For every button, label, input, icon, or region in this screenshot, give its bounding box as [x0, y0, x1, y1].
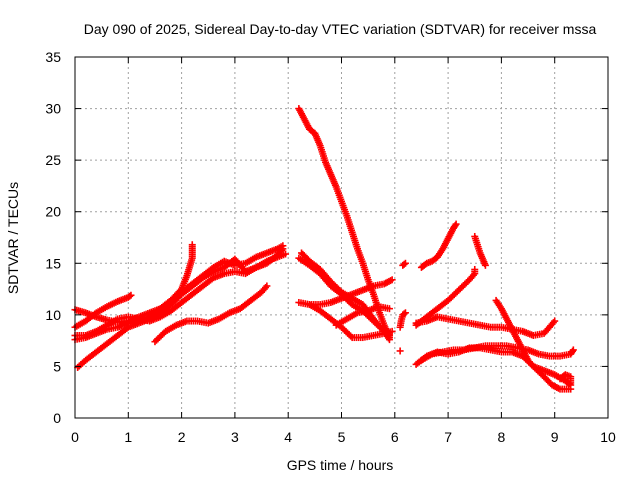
data-point	[551, 317, 559, 325]
x-tick-label: 7	[444, 429, 452, 445]
x-tick-label: 6	[391, 429, 399, 445]
data-point	[396, 347, 404, 355]
data-point	[569, 346, 577, 354]
y-tick-label: 15	[45, 255, 61, 271]
data-point	[188, 241, 196, 249]
chart-title: Day 090 of 2025, Sidereal Day-to-day VTE…	[84, 21, 597, 37]
x-tick-label: 2	[178, 429, 186, 445]
data-point	[567, 379, 575, 387]
data-point	[127, 291, 135, 299]
data-point	[400, 260, 408, 268]
x-axis-title: GPS time / hours	[287, 457, 394, 473]
data-point	[388, 327, 396, 335]
y-tick-label: 20	[45, 204, 61, 220]
y-tick-label: 30	[45, 101, 61, 117]
x-tick-label: 0	[71, 429, 79, 445]
data-point	[282, 250, 290, 258]
x-tick-label: 5	[338, 429, 346, 445]
y-tick-label: 35	[45, 49, 61, 65]
x-tick-label: 8	[498, 429, 506, 445]
data-point	[385, 336, 393, 344]
y-tick-label: 25	[45, 152, 61, 168]
x-tick-label: 9	[551, 429, 559, 445]
y-tick-label: 0	[53, 410, 61, 426]
data-point	[568, 347, 576, 355]
axis-ticks: 0 1 2 3 4 5 6 7 8 9 10 0 5 10 15 20 25 30 35	[45, 49, 616, 445]
data-point	[388, 276, 396, 284]
data-point	[347, 332, 355, 340]
data-point	[263, 282, 271, 290]
data-point	[471, 265, 479, 273]
x-tick-label: 1	[124, 429, 132, 445]
y-tick-label: 5	[53, 358, 61, 374]
data-point	[451, 221, 459, 229]
data-marks	[71, 105, 577, 393]
data-point	[279, 242, 287, 250]
data-point	[400, 310, 408, 318]
data-point	[126, 292, 134, 300]
data-point	[401, 259, 409, 267]
x-tick-label: 3	[231, 429, 239, 445]
x-tick-label: 4	[284, 429, 292, 445]
data-point	[385, 305, 393, 313]
data-point	[401, 309, 409, 317]
data-point	[481, 261, 489, 269]
y-axis-title: SDTVAR / TECUs	[5, 182, 21, 294]
data-point	[452, 220, 460, 228]
grid-lines	[75, 57, 608, 418]
y-tick-label: 10	[45, 307, 61, 323]
x-tick-label: 10	[600, 429, 616, 445]
